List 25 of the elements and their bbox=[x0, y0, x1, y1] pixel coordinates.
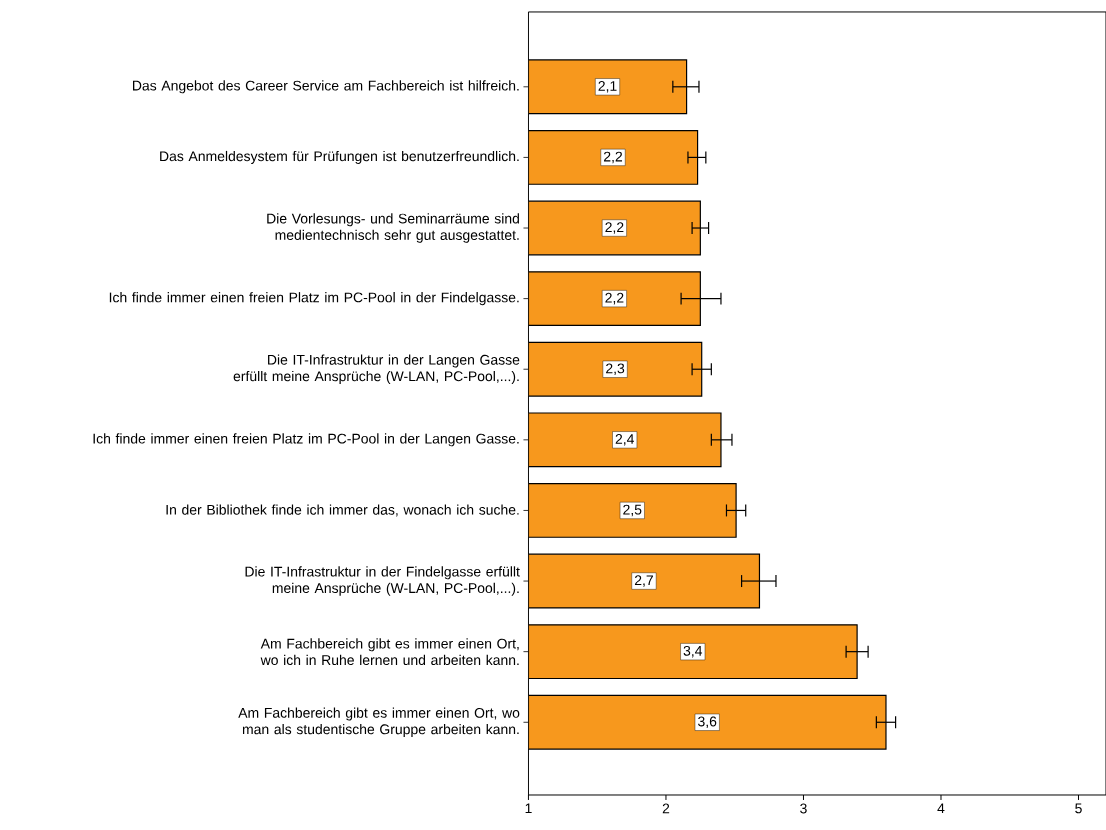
data-label: 3,4 bbox=[683, 645, 703, 658]
data-label: 2,2 bbox=[605, 292, 624, 305]
data-label: 2,2 bbox=[605, 222, 624, 234]
y-tick-label: Die IT-Infrastruktur in der Langen Gasse erfüllt meine Ansprüche (W-LAN, PC-Pool,...). bbox=[233, 354, 520, 385]
x-tick-label: 1 bbox=[525, 803, 532, 814]
x-tick-label: 4 bbox=[937, 803, 945, 814]
data-label: 2,2 bbox=[604, 151, 623, 164]
data-label: 2,7 bbox=[634, 575, 653, 587]
data-label: 2,5 bbox=[623, 504, 642, 517]
data-label: 3,6 bbox=[698, 716, 717, 729]
x-tick-label: 2 bbox=[662, 803, 670, 814]
y-tick-label: Ich finde immer einen freien Platz im PC-Pool in der Langen Gasse. bbox=[93, 433, 519, 447]
y-tick-label: Die Vorlesungs- und Seminarräume sind medientechnisch sehr gut ausgestattet. bbox=[267, 213, 519, 243]
y-tick-label: Das Anmeldesystem für Prüfungen ist benutzerfreundlich. bbox=[160, 150, 519, 164]
data-label: 2,3 bbox=[606, 363, 625, 376]
data-label: 2,1 bbox=[598, 81, 617, 93]
data-label: 2,4 bbox=[615, 434, 634, 446]
y-tick-label: Ich finde immer einen freien Platz im PC-Pool in der Findelgasse. bbox=[109, 292, 519, 306]
y-tick-label: Die IT-Infrastruktur in der Findelgasse erfüllt meine Ansprüche (W-LAN, PC-Pool,...). bbox=[245, 566, 520, 596]
x-tick-label: 5 bbox=[1075, 803, 1082, 814]
y-tick-label: Am Fachbereich gibt es immer einen Ort, wo ich in Ruhe lernen und arbeiten kann. bbox=[260, 638, 519, 666]
y-tick-label: In der Bibliothek finde ich immer das, wonach ich suche. bbox=[166, 504, 519, 517]
y-tick-label: Am Fachbereich gibt es immer einen Ort, wo man als studentische Gruppe arbeiten kann. bbox=[238, 707, 520, 738]
y-tick-label: Das Angebot des Career Service am Fachbereich ist hilfreich. bbox=[133, 80, 519, 94]
x-tick-label: 3 bbox=[800, 803, 807, 814]
